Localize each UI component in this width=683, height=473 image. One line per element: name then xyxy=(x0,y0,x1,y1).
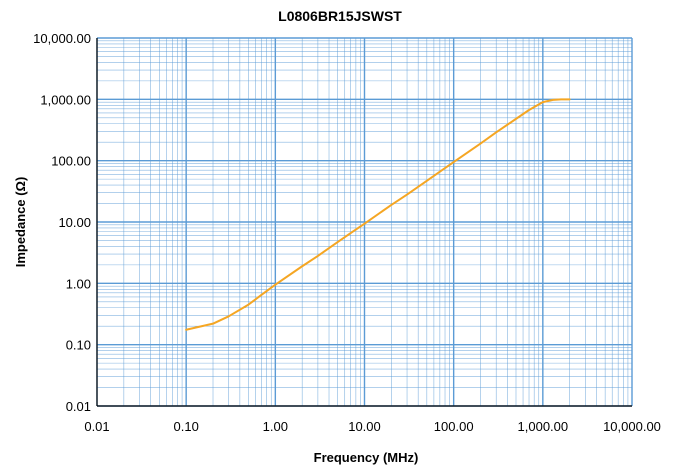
y-tick-label: 10.00 xyxy=(58,215,91,230)
x-tick-label: 10.00 xyxy=(348,419,381,434)
x-tick-label: 0.10 xyxy=(174,419,199,434)
x-tick-label: 1.00 xyxy=(263,419,288,434)
x-tick-label: 0.01 xyxy=(84,419,109,434)
y-tick-label: 1.00 xyxy=(66,276,91,291)
impedance-series-line xyxy=(185,98,571,331)
y-axis-label: Impedance (Ω) xyxy=(13,177,28,268)
chart-title: L0806BR15JSWST xyxy=(278,8,402,24)
y-tick-label: 100.00 xyxy=(51,154,91,169)
axes xyxy=(96,38,632,407)
x-tick-label: 1,000.00 xyxy=(518,419,569,434)
tick-labels: 0.01 0.10 1.00 10.00 100.00 1,000.00 10,000.00… xyxy=(33,31,661,434)
x-tick-label: 100.00 xyxy=(434,419,474,434)
grid xyxy=(96,37,633,407)
y-tick-label: 0.01 xyxy=(66,399,91,414)
series-layer xyxy=(185,98,571,331)
y-tick-label: 0.10 xyxy=(66,338,91,353)
y-tick-label: 10,000.00 xyxy=(33,31,91,46)
y-tick-label: 1,000.00 xyxy=(40,92,91,107)
x-tick-label: 10,000.00 xyxy=(603,419,661,434)
x-axis-label: Frequency (MHz) xyxy=(314,450,419,465)
